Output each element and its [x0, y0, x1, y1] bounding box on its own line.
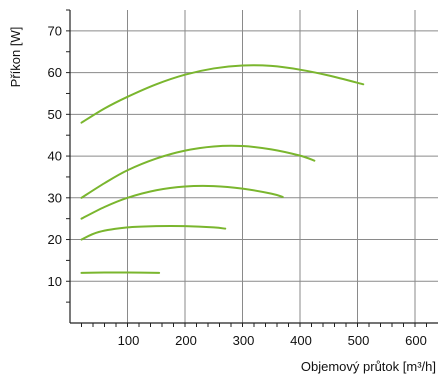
series-line-4: [80, 225, 227, 241]
y-tick-label: 30: [48, 190, 62, 205]
x-tick-label: 500: [348, 333, 370, 348]
y-tick-label: 70: [48, 23, 62, 38]
series-line-2: [80, 144, 316, 199]
x-tick-label: 400: [290, 333, 312, 348]
x-tick-label: 100: [118, 333, 140, 348]
labels: 10 20 30 40 50 60 70 100 200 300 400 500 600: [48, 23, 427, 348]
y-tick-label: 60: [48, 65, 62, 80]
y-tick-label: 40: [48, 149, 62, 164]
axes: [66, 9, 438, 327]
y-tick-label: 50: [48, 107, 62, 122]
grid: [70, 10, 438, 323]
x-tick-label: 600: [405, 333, 427, 348]
series-line-1: [80, 64, 365, 124]
y-tick-label: 20: [48, 232, 62, 247]
x-axis-label: Objemový průtok [m³/h]: [301, 359, 436, 374]
y-tick-label: 10: [48, 274, 62, 289]
series-line-3: [80, 184, 284, 220]
x-tick-label: 300: [233, 333, 255, 348]
y-axis-label: Příkon [W]: [8, 27, 23, 88]
x-tick-label: 200: [175, 333, 197, 348]
series: [80, 64, 365, 274]
